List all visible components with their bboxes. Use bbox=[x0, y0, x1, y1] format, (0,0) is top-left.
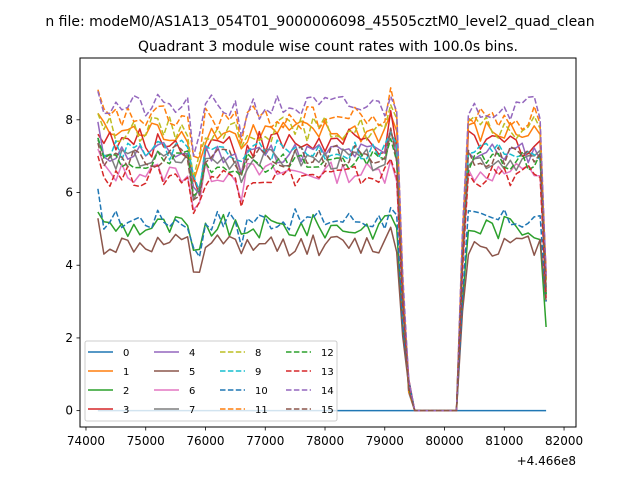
x-tick-label: 80000 bbox=[425, 434, 463, 448]
series-line-10 bbox=[97, 188, 547, 412]
axes-frame bbox=[79, 57, 577, 428]
chart-title: Quadrant 3 module wise count rates with … bbox=[138, 39, 518, 55]
x-tick-label: 79000 bbox=[366, 434, 404, 448]
y-axis-ticks: 0 2 4 6 8 bbox=[65, 113, 80, 418]
legend-label-11: 11 bbox=[255, 405, 268, 416]
plot-lines bbox=[97, 87, 547, 412]
series-line-11 bbox=[97, 87, 547, 412]
y-tick-label: 8 bbox=[65, 113, 73, 127]
x-tick-label: 75000 bbox=[127, 434, 165, 448]
legend-label-12: 12 bbox=[321, 348, 334, 359]
x-axis-ticks: 74000 75000 76000 77000 78000 79000 80000 81000… bbox=[67, 427, 583, 448]
x-tick-label: 78000 bbox=[306, 434, 344, 448]
series-line-3 bbox=[97, 110, 547, 412]
legend-label-3: 3 bbox=[123, 405, 129, 416]
legend-label-13: 13 bbox=[321, 367, 334, 378]
legend-label-0: 0 bbox=[123, 348, 129, 359]
legend-label-2: 2 bbox=[123, 386, 129, 397]
series-line-12 bbox=[97, 137, 547, 412]
legend-label-6: 6 bbox=[189, 386, 195, 397]
series-line-15 bbox=[97, 127, 547, 412]
series-line-1 bbox=[97, 112, 547, 412]
x-tick-label: 74000 bbox=[67, 434, 105, 448]
y-tick-label: 2 bbox=[65, 331, 73, 345]
series-line-4 bbox=[97, 121, 547, 412]
x-tick-label: 76000 bbox=[186, 434, 224, 448]
x-tick-label: 81000 bbox=[485, 434, 523, 448]
legend-label-9: 9 bbox=[255, 367, 261, 378]
x-tick-label: 82000 bbox=[545, 434, 583, 448]
series-line-5 bbox=[97, 218, 547, 412]
series-line-8 bbox=[97, 104, 547, 412]
y-tick-label: 0 bbox=[65, 404, 73, 418]
legend-label-8: 8 bbox=[255, 348, 261, 359]
legend-label-15: 15 bbox=[321, 405, 334, 416]
legend-label-14: 14 bbox=[321, 386, 334, 397]
legend-label-1: 1 bbox=[123, 367, 129, 378]
y-tick-label: 4 bbox=[65, 258, 73, 272]
series-line-9 bbox=[97, 132, 547, 412]
legend-box bbox=[84, 340, 338, 422]
figure-suptitle: n file: modeM0/AS1A13_054T01_9000006098_… bbox=[45, 14, 594, 30]
legend-label-10: 10 bbox=[255, 386, 268, 397]
series-line-13 bbox=[97, 155, 547, 412]
series-line-6 bbox=[97, 148, 547, 412]
series-line-14 bbox=[97, 91, 547, 412]
series-line-2 bbox=[97, 211, 547, 412]
legend-label-7: 7 bbox=[189, 405, 195, 416]
y-tick-label: 6 bbox=[65, 186, 73, 200]
x-tick-label: 77000 bbox=[246, 434, 284, 448]
legend-label-5: 5 bbox=[189, 367, 195, 378]
legend-label-4: 4 bbox=[189, 348, 195, 359]
x-axis-offset-label: +4.466e8 bbox=[517, 454, 576, 468]
